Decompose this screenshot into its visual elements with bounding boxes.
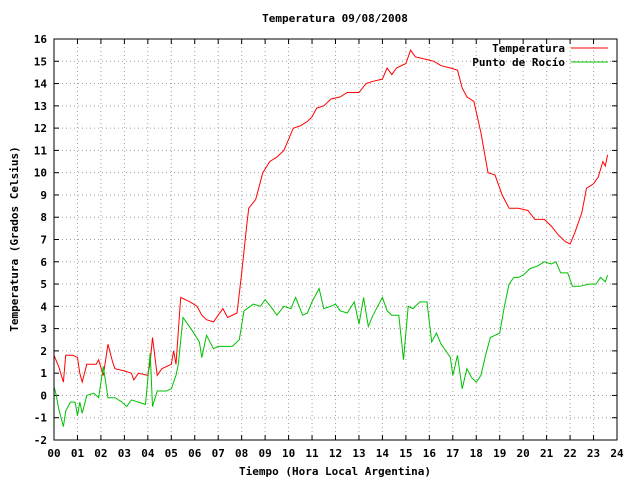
x-tick-label: 20 [517, 447, 530, 460]
x-tick-label: 19 [493, 447, 506, 460]
plot-frame [53, 38, 618, 441]
y-tick-label: 14 [34, 78, 48, 91]
x-tick-label: 12 [329, 447, 342, 460]
y-tick-label: 1 [40, 367, 47, 380]
legend-label-punto-de-rocio: Punto de Rocío [472, 56, 565, 69]
x-tick-label: 06 [188, 447, 202, 460]
x-tick-label: 01 [71, 447, 85, 460]
x-tick-label: 08 [235, 447, 248, 460]
y-tick-label: 15 [34, 55, 47, 68]
y-tick-label: 6 [40, 256, 47, 269]
y-tick-label: 13 [34, 100, 47, 113]
x-tick-label: 10 [282, 447, 295, 460]
series-line-temperatura [53, 49, 609, 385]
series-lines [53, 49, 609, 427]
y-axis-label: Temperatura (Grados Celsius) [8, 146, 21, 331]
x-tick-label: 18 [470, 447, 483, 460]
x-tick-label: 15 [399, 447, 412, 460]
y-tick-label: 2 [40, 345, 47, 358]
x-tick-label: 23 [587, 447, 600, 460]
x-tick-label: 07 [212, 447, 225, 460]
y-tick-label: 3 [40, 323, 47, 336]
x-tick-label: 14 [376, 447, 390, 460]
legend: Temperatura Punto de Rocío [472, 42, 608, 69]
y-tick-label: -2 [34, 434, 47, 447]
y-tick-label: 12 [34, 122, 47, 135]
x-tick-label: 11 [305, 447, 319, 460]
grid-lines [54, 39, 617, 440]
y-tick-label: 0 [40, 389, 47, 402]
y-tick-label: 9 [40, 189, 47, 202]
x-tick-label: 02 [94, 447, 107, 460]
x-tick-label: 16 [423, 447, 437, 460]
series-line-punto-de-rocio [53, 261, 609, 427]
y-tick-label: 4 [40, 300, 47, 313]
x-tick-label: 24 [610, 447, 624, 460]
y-tick-label: -1 [34, 412, 48, 425]
x-tick-label: 17 [446, 447, 459, 460]
x-tick-label: 05 [165, 447, 178, 460]
y-tick-label: 10 [34, 167, 47, 180]
x-axis-label: Tiempo (Hora Local Argentina) [239, 465, 431, 478]
y-tick-label: 11 [34, 144, 48, 157]
x-tick-label: 21 [540, 447, 554, 460]
x-tick-label: 09 [259, 447, 272, 460]
x-tick-label: 13 [352, 447, 365, 460]
chart-title: Temperatura 09/08/2008 [262, 12, 408, 25]
y-tick-label: 5 [40, 278, 47, 291]
x-tick-label: 22 [563, 447, 576, 460]
y-tick-label: 16 [34, 33, 48, 46]
y-tick-label: 7 [40, 234, 47, 247]
y-tick-label: 8 [40, 211, 47, 224]
x-tick-label: 03 [118, 447, 131, 460]
x-tick-label: 00 [47, 447, 60, 460]
x-tick-label: 04 [141, 447, 155, 460]
legend-label-temperatura: Temperatura [492, 42, 565, 55]
